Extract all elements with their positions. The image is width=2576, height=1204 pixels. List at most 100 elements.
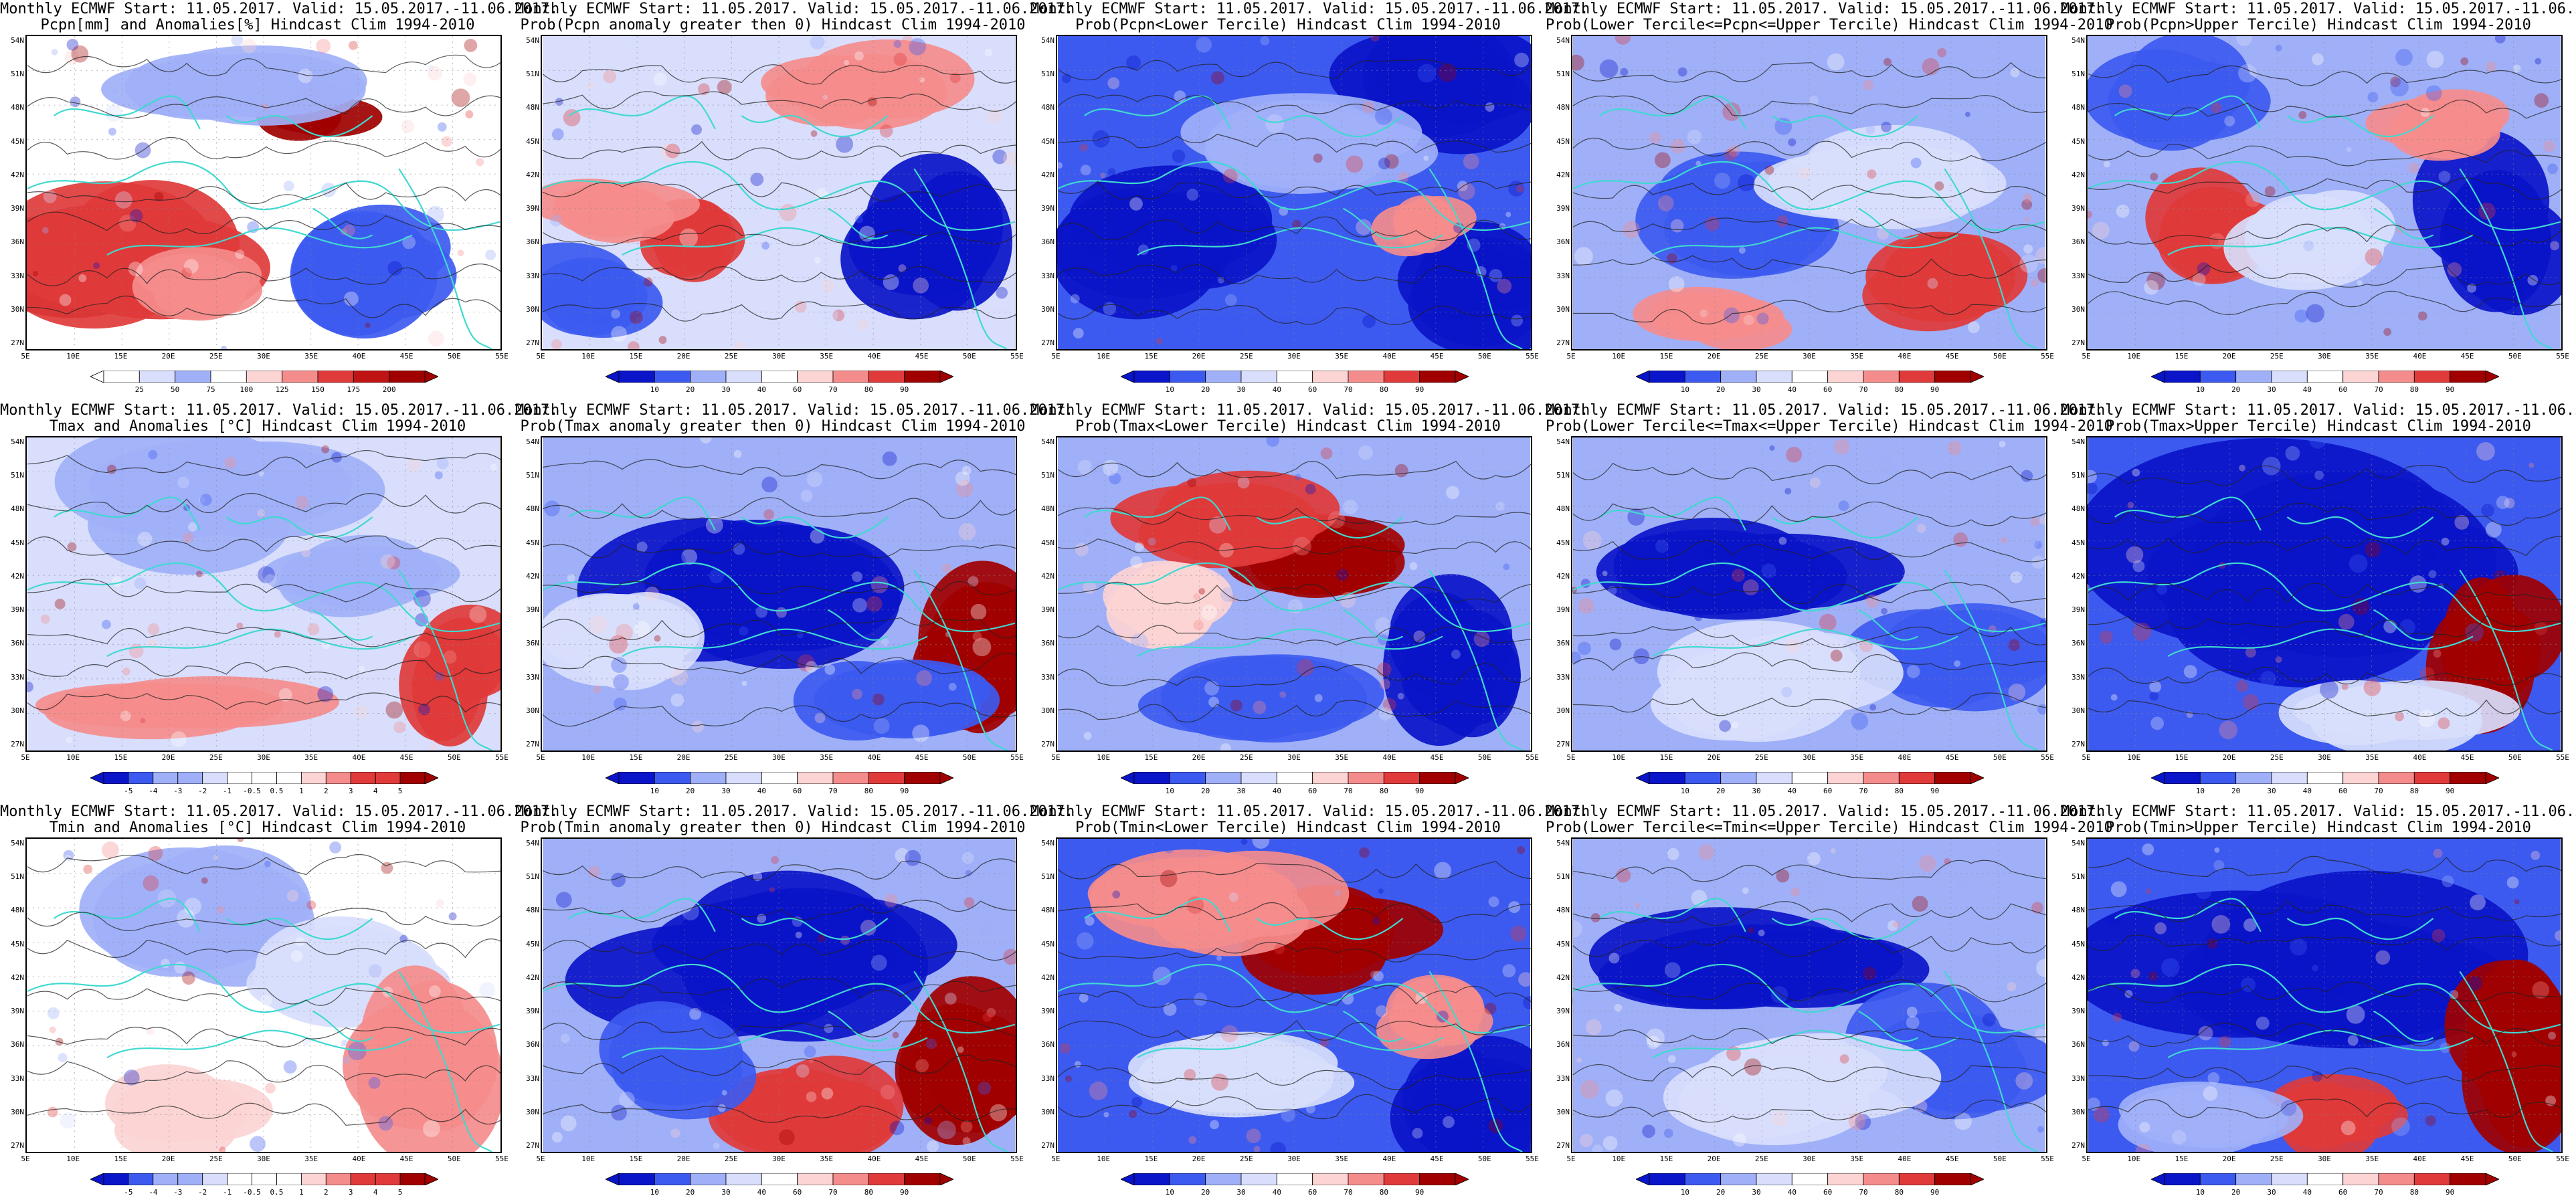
longitude-label: 20E	[161, 1155, 175, 1163]
map-panel-tmin-4: Monthly ECMWF Start: 11.05.2017. Valid: …	[1546, 803, 2113, 1204]
colorbar-tick-label: 90	[1930, 787, 1940, 795]
longitude-label: 35E	[2365, 352, 2379, 361]
latitude-label: 42N	[11, 973, 24, 982]
latitude-label: 30N	[1556, 304, 1570, 314]
longitude-label: 45E	[2460, 352, 2474, 361]
colorbar-tick-label: -3	[173, 787, 183, 795]
colorbar	[2151, 772, 2499, 784]
latitude-label: 27N	[11, 338, 24, 347]
panel-title-line1: Monthly ECMWF Start: 11.05.2017. Valid: …	[2061, 803, 2576, 820]
colorbar-tick-label: 20	[1201, 1188, 1210, 1197]
map-field	[25, 436, 502, 752]
colorbar-ticks: 10 20 30 40 60 70 80 90	[2151, 1188, 2499, 1199]
latitude-label: 27N	[1556, 338, 1570, 347]
map-panel-pcpn-2: Monthly ECMWF Start: 11.05.2017. Valid: …	[515, 0, 1073, 401]
longitude-label: 40E	[1382, 753, 1396, 762]
latitude-label: 36N	[526, 1040, 539, 1049]
longitude-label: 15E	[629, 1155, 643, 1163]
longitude-label: 10E	[581, 1155, 595, 1163]
colorbar-tick-label: 60	[793, 787, 802, 795]
latitude-label: 48N	[1041, 504, 1054, 514]
latitude-label: 54N	[526, 36, 539, 45]
colorbar-tick-label: 70	[828, 385, 838, 394]
colorbar-tick-label: 80	[1894, 1188, 1904, 1197]
colorbar-tick-label: 90	[900, 787, 909, 795]
panel-title-line1: Monthly ECMWF Start: 11.05.2017. Valid: …	[2061, 402, 2576, 419]
colorbar-tick-label: 20	[1716, 1188, 1726, 1197]
panel-title-line2: Prob(Tmax anomaly greater then 0) Hindca…	[520, 418, 1026, 435]
latitude-label: 51N	[526, 872, 539, 882]
latitude-label: 48N	[526, 906, 539, 915]
colorbar-ticks: -5 -4 -3 -2 -1 -0.5 0.5 1 2 3 4 5	[90, 787, 438, 797]
latitude-label: 42N	[2072, 170, 2085, 179]
colorbar-tick-label: 30	[1752, 787, 1761, 795]
latitude-label: 39N	[1556, 204, 1570, 213]
colorbar-tick-label: 80	[1379, 385, 1388, 394]
map-field	[1571, 436, 2047, 752]
colorbar-tick-label: 20	[686, 1188, 695, 1197]
colorbar	[90, 1173, 438, 1185]
longitude-label: 40E	[352, 753, 366, 762]
latitude-label: 33N	[2072, 1074, 2085, 1083]
panel-title-line1: Monthly ECMWF Start: 11.05.2017. Valid: …	[0, 402, 559, 419]
colorbar-tick-label: 90	[2446, 385, 2455, 394]
colorbar	[2151, 1173, 2499, 1185]
longitude-label: 5E	[1566, 753, 1576, 762]
longitude-label: 50E	[1993, 1155, 2007, 1163]
longitude-label: 40E	[352, 352, 366, 361]
panel-title-line1: Monthly ECMWF Start: 11.05.2017. Valid: …	[1030, 803, 1589, 820]
longitude-label: 25E	[1239, 1155, 1253, 1163]
colorbar-tick-label: 1	[299, 787, 304, 795]
colorbar-tick-label: 10	[1165, 385, 1174, 394]
longitude-label: 10E	[66, 753, 80, 762]
colorbar-tick-label: 80	[864, 385, 873, 394]
longitude-label: 5E	[21, 1155, 30, 1163]
longitude-label: 40E	[2413, 1155, 2427, 1163]
latitude-label: 51N	[1556, 70, 1570, 79]
longitude-label: 15E	[1144, 1155, 1158, 1163]
panel-title-line1: Monthly ECMWF Start: 11.05.2017. Valid: …	[0, 803, 559, 820]
latitude-label: 33N	[1556, 271, 1570, 280]
latitude-label: 27N	[1041, 1141, 1054, 1150]
map-panel-tmax-4: Monthly ECMWF Start: 11.05.2017. Valid: …	[1546, 401, 2113, 803]
map-panel-tmax-5: Monthly ECMWF Start: 11.05.2017. Valid: …	[2061, 401, 2576, 803]
panel-title-line1: Monthly ECMWF Start: 11.05.2017. Valid: …	[515, 803, 1074, 820]
colorbar	[1121, 772, 1469, 784]
longitude-label: 5E	[1051, 1155, 1061, 1163]
colorbar-tick-label: 90	[1930, 1188, 1940, 1197]
latitude-label: 42N	[1041, 571, 1054, 581]
latitude-label: 33N	[11, 1074, 24, 1083]
latitude-label: 42N	[11, 571, 24, 581]
colorbar-tick-label: 20	[686, 385, 695, 394]
colorbar-tick-label: -1	[222, 1188, 232, 1197]
latitude-label: 36N	[1556, 237, 1570, 247]
colorbar-tick-label: 60	[1823, 787, 1833, 795]
longitude-label: 15E	[1659, 1155, 1673, 1163]
panel-title-line1: Monthly ECMWF Start: 11.05.2017. Valid: …	[515, 402, 1074, 419]
colorbar-tick-label: 10	[2195, 787, 2205, 795]
latitude-label: 33N	[2072, 672, 2085, 682]
panel-title-line1: Monthly ECMWF Start: 11.05.2017. Valid: …	[1546, 1, 2104, 17]
longitude-label: 20E	[1192, 753, 1206, 762]
map-panel-tmin-3: Monthly ECMWF Start: 11.05.2017. Valid: …	[1030, 803, 1589, 1204]
colorbar-tick-label: 70	[2374, 787, 2383, 795]
panel-title-line1: Monthly ECMWF Start: 11.05.2017. Valid: …	[1030, 402, 1589, 419]
longitude-label: 30E	[1803, 352, 1816, 361]
latitude-label: 48N	[1041, 906, 1054, 915]
latitude-label: 42N	[1556, 571, 1570, 581]
latitude-label: 36N	[11, 237, 24, 247]
latitude-label: 45N	[11, 538, 24, 547]
longitude-label: 40E	[1898, 753, 1912, 762]
latitude-label: 39N	[2072, 1007, 2085, 1016]
longitude-label: 40E	[1382, 1155, 1396, 1163]
latitude-label: 45N	[11, 939, 24, 948]
latitude-label: 48N	[1556, 103, 1570, 112]
longitude-label: 10E	[2127, 1155, 2141, 1163]
colorbar-tick-label: 10	[1680, 787, 1689, 795]
longitude-label: 25E	[209, 352, 223, 361]
colorbar-tick-label: 100	[240, 385, 254, 394]
longitude-label: 55E	[1526, 352, 1539, 361]
latitude-label: 33N	[526, 1074, 539, 1083]
latitude-label: 27N	[526, 338, 539, 347]
longitude-label: 25E	[724, 352, 738, 361]
